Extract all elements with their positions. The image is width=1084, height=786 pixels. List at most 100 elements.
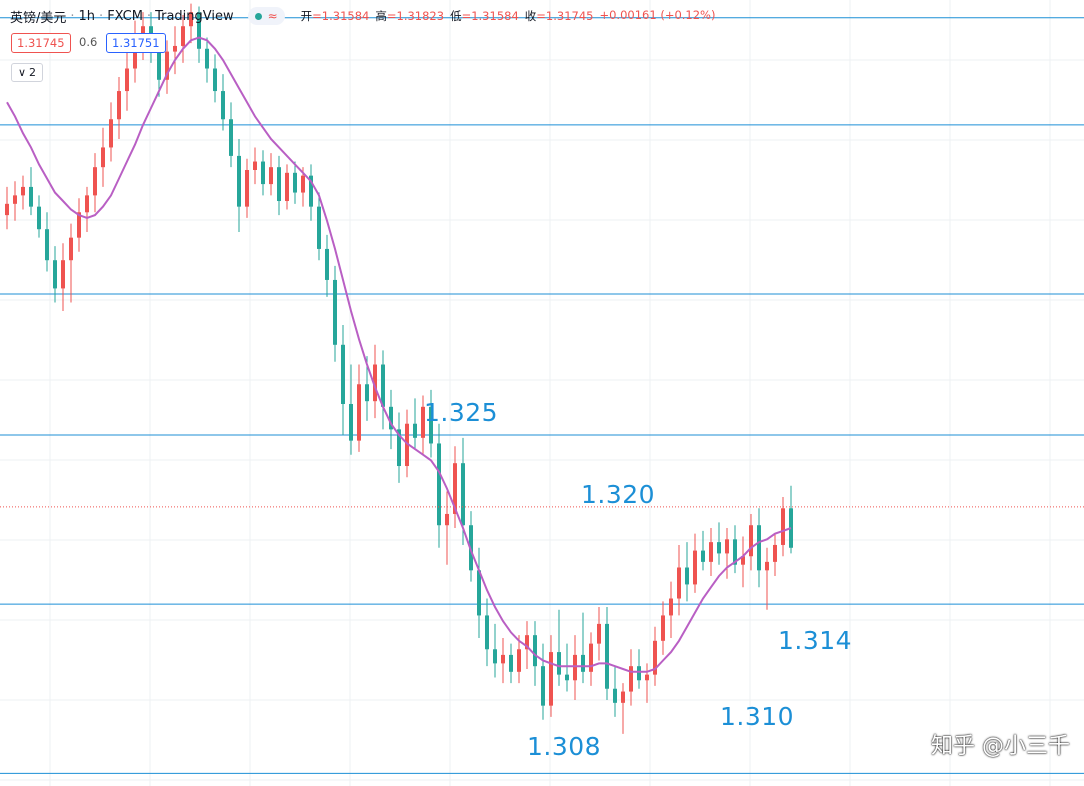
change-value: +0.00161 (+0.12%) <box>599 8 716 22</box>
candle-body <box>325 248 329 280</box>
candle <box>197 6 201 63</box>
candle <box>605 606 609 701</box>
candle-body <box>357 384 361 441</box>
candle-body <box>637 666 641 681</box>
chart-header: 英镑/美元 · 1h · FXCM · TradingView ≈ 开=1.31… <box>10 7 716 26</box>
candle <box>773 533 777 576</box>
candle-body <box>93 167 97 196</box>
candle <box>165 40 169 94</box>
candle-body <box>573 654 577 681</box>
candle <box>53 246 57 303</box>
candle-body <box>389 406 393 430</box>
candle <box>549 635 553 717</box>
candle-body <box>245 169 249 207</box>
candle <box>693 533 697 593</box>
candle-body <box>261 161 265 185</box>
candle-body <box>429 406 433 444</box>
candle-body <box>29 186 33 207</box>
horizontal-levels <box>0 17 1084 774</box>
sell-price-button[interactable]: 1.31745 <box>11 33 71 53</box>
candle <box>189 3 193 44</box>
candle <box>269 153 273 196</box>
candle-body <box>589 643 593 672</box>
candle <box>653 626 657 686</box>
level-label-1308: 1.308 <box>527 732 602 761</box>
candle <box>397 412 401 483</box>
candle-body <box>397 429 401 467</box>
candle <box>293 161 297 204</box>
candle <box>557 609 561 686</box>
candle-body <box>373 364 377 402</box>
candle-body <box>781 508 785 545</box>
candle-body <box>173 45 177 52</box>
watermark-text: 知乎 @小三千 <box>931 734 1070 759</box>
symbol-name[interactable]: 英镑/美元 <box>10 10 67 26</box>
candle <box>781 497 785 557</box>
candle <box>309 164 313 221</box>
candle <box>221 74 225 131</box>
candle-body <box>717 542 721 554</box>
candle-body <box>669 598 673 616</box>
candle <box>613 666 617 717</box>
candle-body <box>485 615 489 650</box>
indicator-count: 2 <box>29 66 37 79</box>
candle-body <box>525 635 529 650</box>
candle-body <box>493 649 497 664</box>
candle <box>29 167 33 216</box>
candle <box>5 186 9 230</box>
candle-body <box>685 567 689 585</box>
candle <box>125 48 129 111</box>
candle <box>389 389 393 450</box>
candle-body <box>125 68 129 92</box>
candle <box>93 153 97 213</box>
candle <box>477 547 481 638</box>
candle <box>45 212 49 272</box>
candle <box>349 364 353 455</box>
candle <box>501 637 505 684</box>
candle-body <box>117 91 121 120</box>
broker-label: FXCM <box>107 8 143 24</box>
candle-body <box>101 147 105 168</box>
candle-body <box>541 666 545 706</box>
candle <box>741 536 745 588</box>
candle <box>37 195 41 238</box>
candle-body <box>565 674 569 681</box>
candle <box>581 612 585 684</box>
candle-body <box>501 654 505 664</box>
candle-body <box>445 513 449 526</box>
candle <box>21 175 25 210</box>
candle-body <box>557 652 561 675</box>
candle <box>69 223 73 303</box>
candle-body <box>509 654 513 672</box>
candle <box>685 542 689 602</box>
candle-body <box>549 652 553 706</box>
indicators-toggle-button[interactable]: ∨ 2 <box>11 63 43 82</box>
candle-body <box>61 260 65 289</box>
candle-body <box>733 539 737 565</box>
candle <box>77 198 81 252</box>
candle <box>717 522 721 565</box>
candle-body <box>309 175 313 207</box>
moving-average-line <box>6 36 792 673</box>
status-pill[interactable]: ≈ <box>247 7 285 25</box>
candle <box>261 150 265 196</box>
candle <box>701 530 705 571</box>
candle <box>645 663 649 703</box>
candle <box>341 325 345 436</box>
candle <box>493 623 497 678</box>
level-label-1325: 1.325 <box>424 398 499 427</box>
candle-body <box>453 463 457 514</box>
candle <box>117 76 121 139</box>
candle-body <box>413 423 417 438</box>
candle <box>317 192 321 261</box>
buy-price-button[interactable]: 1.31751 <box>106 33 166 53</box>
candle <box>453 446 457 529</box>
candle <box>61 243 65 311</box>
candle-body <box>405 423 409 467</box>
candle-body <box>333 279 337 345</box>
interval-label[interactable]: 1h <box>78 8 96 24</box>
candle-body <box>269 167 273 185</box>
candle <box>669 581 673 638</box>
